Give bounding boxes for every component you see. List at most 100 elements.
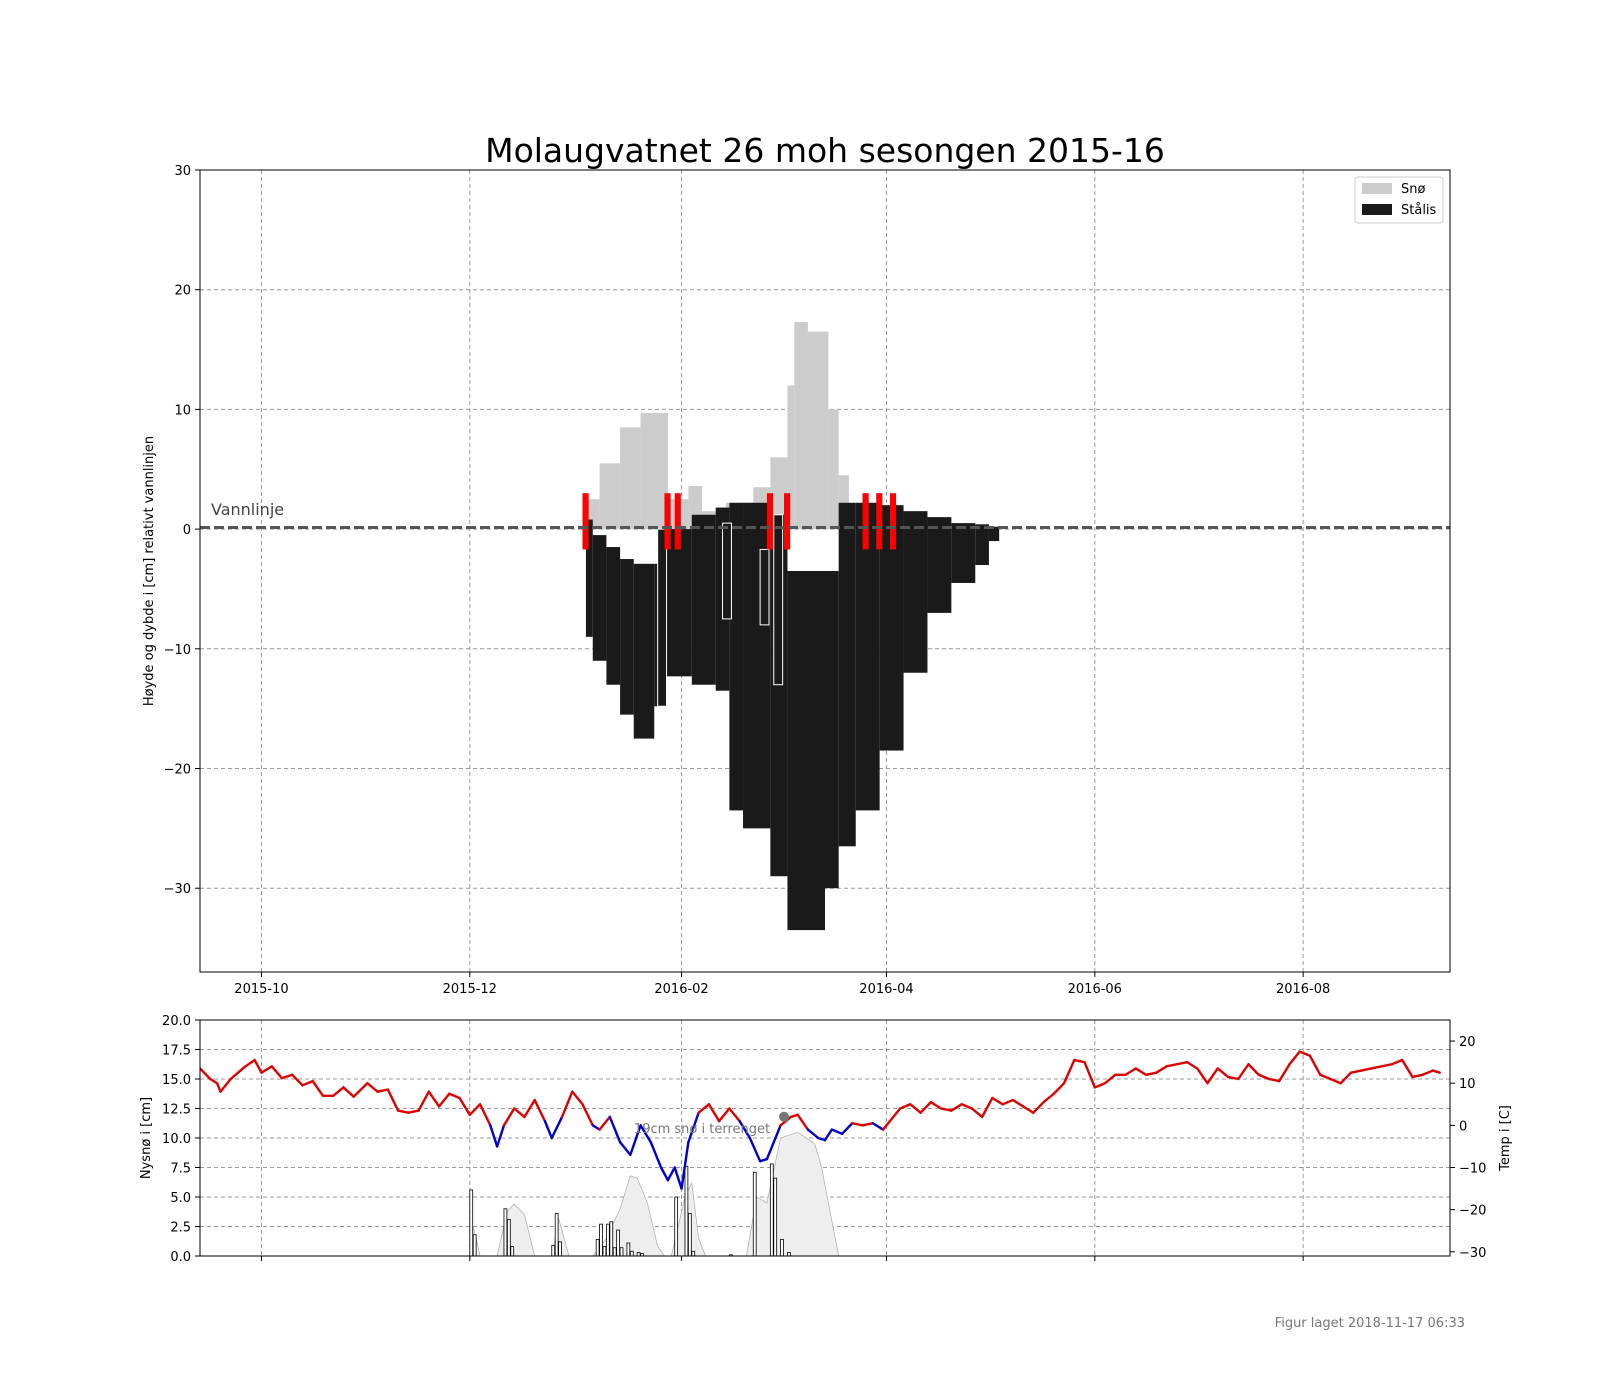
- new-snow-bar: [602, 1246, 607, 1256]
- temperature-segment: [1298, 1050, 1312, 1058]
- temperature-segment: [342, 1086, 355, 1098]
- ice-sample-bar: [722, 522, 732, 620]
- temperature-segment: [1349, 1069, 1363, 1074]
- sub-y2-ticks: −30 −20 −10 0 10 20: [1450, 1035, 1486, 1261]
- legend-label-ice: Stålis: [1401, 203, 1437, 218]
- temperature-segment: [1339, 1071, 1353, 1085]
- temperature-segment: [598, 1115, 612, 1131]
- new-snow-bar: [558, 1241, 562, 1256]
- sub-y2-tick-label: −10: [1459, 1162, 1486, 1177]
- temperature-segment: [1247, 1063, 1260, 1076]
- new-snow-bar: [640, 1253, 644, 1256]
- new-snow-bar: [687, 1213, 692, 1256]
- temperature-segment: [407, 1109, 420, 1114]
- temperature-segment: [851, 1122, 864, 1127]
- temperature-segment: [448, 1092, 461, 1100]
- temperature-segment: [618, 1141, 632, 1157]
- ice-bar: [787, 571, 825, 931]
- temperature-segment: [898, 1103, 912, 1110]
- sub-y2-tick-label: −20: [1459, 1204, 1486, 1219]
- temperature-segment: [543, 1119, 553, 1140]
- temperature-segment: [291, 1073, 304, 1087]
- temperature-segment: [1073, 1058, 1086, 1064]
- temperature-segment: [950, 1103, 963, 1112]
- main-x-tick-label: 2016-08: [1276, 982, 1330, 997]
- sub-y-tick-label: 12.5: [162, 1103, 191, 1118]
- new-snow-bar: [469, 1189, 474, 1256]
- temperature-segment: [1206, 1067, 1219, 1085]
- new-snow-bar: [769, 1163, 774, 1256]
- main-y-tick-label: 20: [174, 284, 191, 299]
- sub-y-tick-label: 0.0: [170, 1250, 191, 1265]
- temperature-segment: [1216, 1067, 1230, 1079]
- temperature-segment: [1124, 1067, 1137, 1076]
- new-snow-bar: [606, 1223, 610, 1256]
- footer-timestamp: Figur laget 2018-11-17 06:33: [1275, 1316, 1465, 1331]
- temperature-segment: [1308, 1054, 1322, 1076]
- main-y-tick-label: −20: [164, 763, 191, 778]
- temperature-segment: [881, 1119, 892, 1131]
- new-snow-bar: [551, 1244, 556, 1256]
- ice-bar: [838, 502, 856, 847]
- snow-bar: [770, 457, 788, 530]
- sub-y2-tick-label: −30: [1459, 1246, 1486, 1261]
- temperature-segment: [417, 1090, 431, 1112]
- temperature-segment: [1390, 1058, 1404, 1066]
- temperature-segment: [1052, 1082, 1066, 1095]
- ice-bar: [633, 563, 655, 739]
- temperature-segment: [533, 1098, 547, 1123]
- new-snow-bar: [599, 1223, 603, 1256]
- slush-marker: [862, 493, 869, 550]
- ice-bar: [729, 502, 744, 811]
- main-axes-frame: [199, 169, 1451, 973]
- temperature-segment: [301, 1079, 314, 1087]
- main-y-tick-label: 0: [183, 523, 191, 538]
- ice-bar: [691, 514, 716, 685]
- ice-bar: [975, 524, 989, 566]
- terrain-snow-marker: [779, 1111, 790, 1122]
- temperature-segment: [253, 1058, 263, 1074]
- temperature-segment: [970, 1107, 984, 1119]
- main-x-tick-label: 2015-10: [234, 982, 288, 997]
- temperature-segment: [591, 1124, 601, 1131]
- sub-y2-axis-label: Temp i [C]: [1498, 1105, 1513, 1172]
- main-y-tick-label: −10: [164, 643, 191, 658]
- snow-bar: [599, 463, 621, 530]
- temperature-segment: [960, 1103, 974, 1110]
- temperature-segment: [765, 1124, 782, 1161]
- temperature-segment: [560, 1090, 574, 1119]
- temperature-segment: [489, 1124, 499, 1148]
- temperature-segment: [707, 1103, 721, 1123]
- temperature-segment: [1288, 1050, 1301, 1066]
- new-snow-bar: [510, 1246, 515, 1256]
- ice-bar: [592, 535, 607, 661]
- snow-bar: [807, 331, 829, 530]
- main-y-tick-label: −30: [164, 882, 191, 897]
- temperature-segment: [229, 1065, 246, 1081]
- temperature-segment: [687, 1111, 700, 1144]
- sub-y2-tick-label: 10: [1459, 1077, 1476, 1092]
- main-x-tick-label: 2015-12: [443, 982, 497, 997]
- temperature-segment: [352, 1082, 369, 1098]
- temperature-segment: [550, 1115, 564, 1140]
- new-snow-bar: [636, 1252, 641, 1256]
- temperature-segment: [1185, 1060, 1199, 1070]
- temperature-segment: [1093, 1082, 1107, 1089]
- ice-bar: [988, 526, 1000, 542]
- temperature-segment: [478, 1103, 492, 1127]
- temperature-segment: [806, 1128, 820, 1140]
- temperature-segment: [1144, 1071, 1158, 1076]
- ice-bar: [620, 559, 634, 715]
- temperature-segment: [386, 1088, 400, 1112]
- snow-bar: [787, 385, 795, 530]
- main-y-ticks: −30 −20 −10 0 10 20 30: [164, 164, 200, 897]
- temperature-segment: [311, 1079, 325, 1098]
- temperature-segment: [571, 1090, 584, 1106]
- temperature-segment: [697, 1103, 711, 1114]
- temperature-segment: [929, 1100, 943, 1110]
- slush-marker: [582, 493, 589, 550]
- sub-y-tick-label: 5.0: [170, 1191, 191, 1206]
- new-snow-bar: [503, 1208, 508, 1256]
- slush-marker: [784, 493, 791, 550]
